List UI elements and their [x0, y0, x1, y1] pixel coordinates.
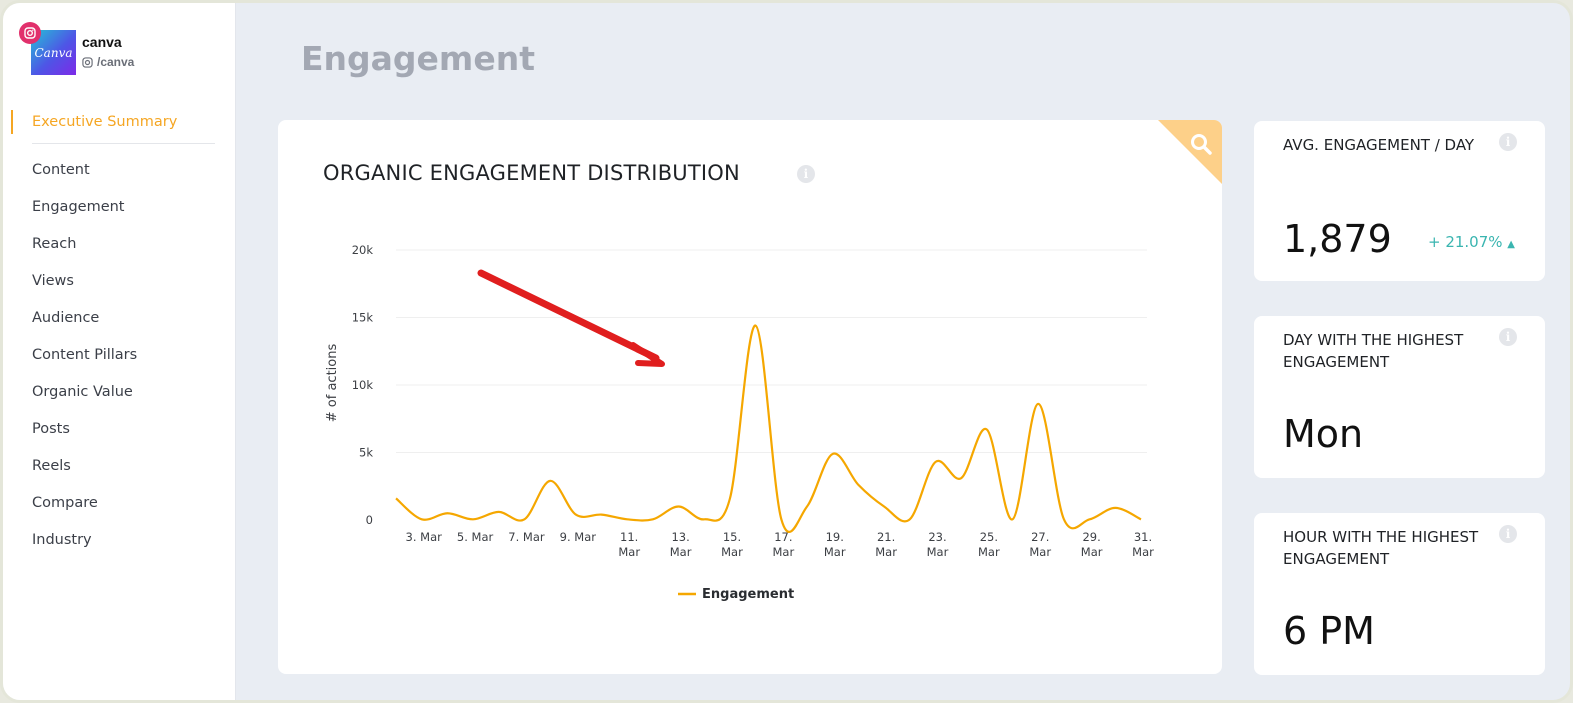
annotation-arrow-shaft [477, 269, 660, 362]
stat-label: AVG. ENGAGEMENT / DAY [1283, 136, 1475, 154]
annotation-arrow-head [630, 342, 665, 367]
nav-item-reels[interactable]: Reels [32, 458, 71, 474]
nav-item-reach[interactable]: Reach [32, 236, 77, 252]
profile-handle-text: /canva [97, 55, 135, 69]
x-tick-label: Mar [1132, 545, 1154, 559]
info-icon[interactable]: i [1499, 525, 1517, 543]
nav-item-audience[interactable]: Audience [32, 310, 100, 326]
nav-item-industry[interactable]: Industry [32, 532, 92, 548]
nav-divider [32, 143, 215, 144]
x-tick-label: 9. Mar [560, 530, 597, 544]
nav-item-organic-value[interactable]: Organic Value [32, 384, 133, 400]
nav-item-content-pillars[interactable]: Content Pillars [32, 347, 138, 363]
x-tick-label: 27. [1031, 530, 1049, 544]
y-axis-label: # of actions [325, 344, 340, 423]
info-icon[interactable]: i [797, 165, 815, 183]
profile-name: canva [82, 34, 122, 50]
stat-card-highest-hour: HOUR WITH THE HIGHEST ENGAGEMENT i 6 PM [1254, 513, 1545, 675]
nav-item-engagement[interactable]: Engagement [32, 199, 125, 215]
page-title: Engagement [301, 39, 535, 78]
x-tick-label: 21. [877, 530, 895, 544]
engagement-series-line [395, 324, 1142, 533]
stat-card-avg-engagement: AVG. ENGAGEMENT / DAY i 1,879 + 21.07% ▲ [1254, 121, 1545, 281]
instagram-icon [82, 56, 93, 68]
profile-header[interactable]: Canva canva /canva [19, 22, 231, 80]
x-tick-label: 3. Mar [406, 530, 443, 544]
stat-label: DAY WITH THE HIGHEST ENGAGEMENT [1283, 331, 1464, 371]
engagement-chart-card: ORGANIC ENGAGEMENT DISTRIBUTION i 0 5k 10k… [278, 120, 1222, 674]
stat-value: Mon [1283, 412, 1364, 456]
nav-item-compare[interactable]: Compare [32, 495, 98, 511]
x-tick-label: 15. [723, 530, 741, 544]
x-tick-label: Mar [670, 545, 692, 559]
stat-change-text: + 21.07% [1427, 233, 1503, 251]
canva-logo: Canva [31, 30, 76, 75]
instagram-badge-icon [19, 22, 41, 44]
y-tick-label: 5k [359, 446, 373, 460]
stat-value: 1,879 [1283, 217, 1392, 261]
x-tick-label: 13. [671, 530, 689, 544]
x-tick-label: Mar [978, 545, 1000, 559]
x-tick-label: 29. [1082, 530, 1100, 544]
y-tick-label: 0 [366, 513, 373, 527]
sidebar: Canva canva /canva Executive Summary [3, 3, 236, 700]
profile-handle: /canva [82, 55, 134, 69]
nav-item-views[interactable]: Views [32, 273, 74, 289]
x-tick-label: 17. [774, 530, 792, 544]
y-tick-label: 15k [352, 311, 374, 325]
y-tick-label: 20k [352, 243, 374, 257]
x-tick-label: Mar [927, 545, 949, 559]
chart-title: ORGANIC ENGAGEMENT DISTRIBUTION i [323, 161, 815, 185]
info-icon[interactable]: i [1499, 133, 1517, 151]
x-tick-label: Mar [1029, 545, 1051, 559]
info-icon[interactable]: i [1499, 328, 1517, 346]
x-tick-label: Mar [618, 545, 640, 559]
nav-item-executive-summary[interactable]: Executive Summary [3, 103, 235, 141]
nav-item-posts[interactable]: Posts [32, 421, 70, 437]
stat-change: + 21.07% ▲ [1428, 233, 1515, 251]
x-tick-label: 11. [620, 530, 638, 544]
chart-title-text: ORGANIC ENGAGEMENT DISTRIBUTION [323, 161, 740, 185]
x-tick-label: 7. Mar [508, 530, 545, 544]
x-tick-label: Mar [721, 545, 743, 559]
x-tick-label: 5. Mar [457, 530, 494, 544]
sidebar-nav: Executive Summary Content Engagement Rea… [3, 103, 235, 559]
x-tick-label: 25. [980, 530, 998, 544]
x-tick-label: 23. [928, 530, 946, 544]
x-tick-label: 19. [826, 530, 844, 544]
search-icon[interactable] [1188, 131, 1214, 157]
x-tick-label: Mar [824, 545, 846, 559]
nav-item-content[interactable]: Content [32, 162, 90, 178]
legend-label: Engagement [702, 587, 794, 602]
stat-value: 6 PM [1283, 609, 1375, 653]
y-tick-label: 10k [352, 378, 374, 392]
x-tick-label: Mar [772, 545, 794, 559]
caret-up-icon: ▲ [1507, 239, 1515, 250]
x-tick-label: Mar [1081, 545, 1103, 559]
engagement-line-chart: 0 5k 10k 15k 20k # of actions 3. Mar 5. Mar 7. M… [325, 243, 1154, 602]
stat-label: HOUR WITH THE HIGHEST ENGAGEMENT [1283, 528, 1479, 568]
x-tick-label: 31. [1134, 530, 1152, 544]
x-tick-label: Mar [875, 545, 897, 559]
stat-card-highest-day: DAY WITH THE HIGHEST ENGAGEMENT i Mon [1254, 316, 1545, 478]
